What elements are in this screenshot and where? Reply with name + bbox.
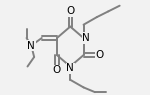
Text: N: N <box>82 33 90 43</box>
Text: O: O <box>66 6 74 16</box>
Text: N: N <box>27 41 35 51</box>
Text: O: O <box>53 65 61 75</box>
Text: N: N <box>66 63 74 73</box>
Text: O: O <box>95 50 103 60</box>
